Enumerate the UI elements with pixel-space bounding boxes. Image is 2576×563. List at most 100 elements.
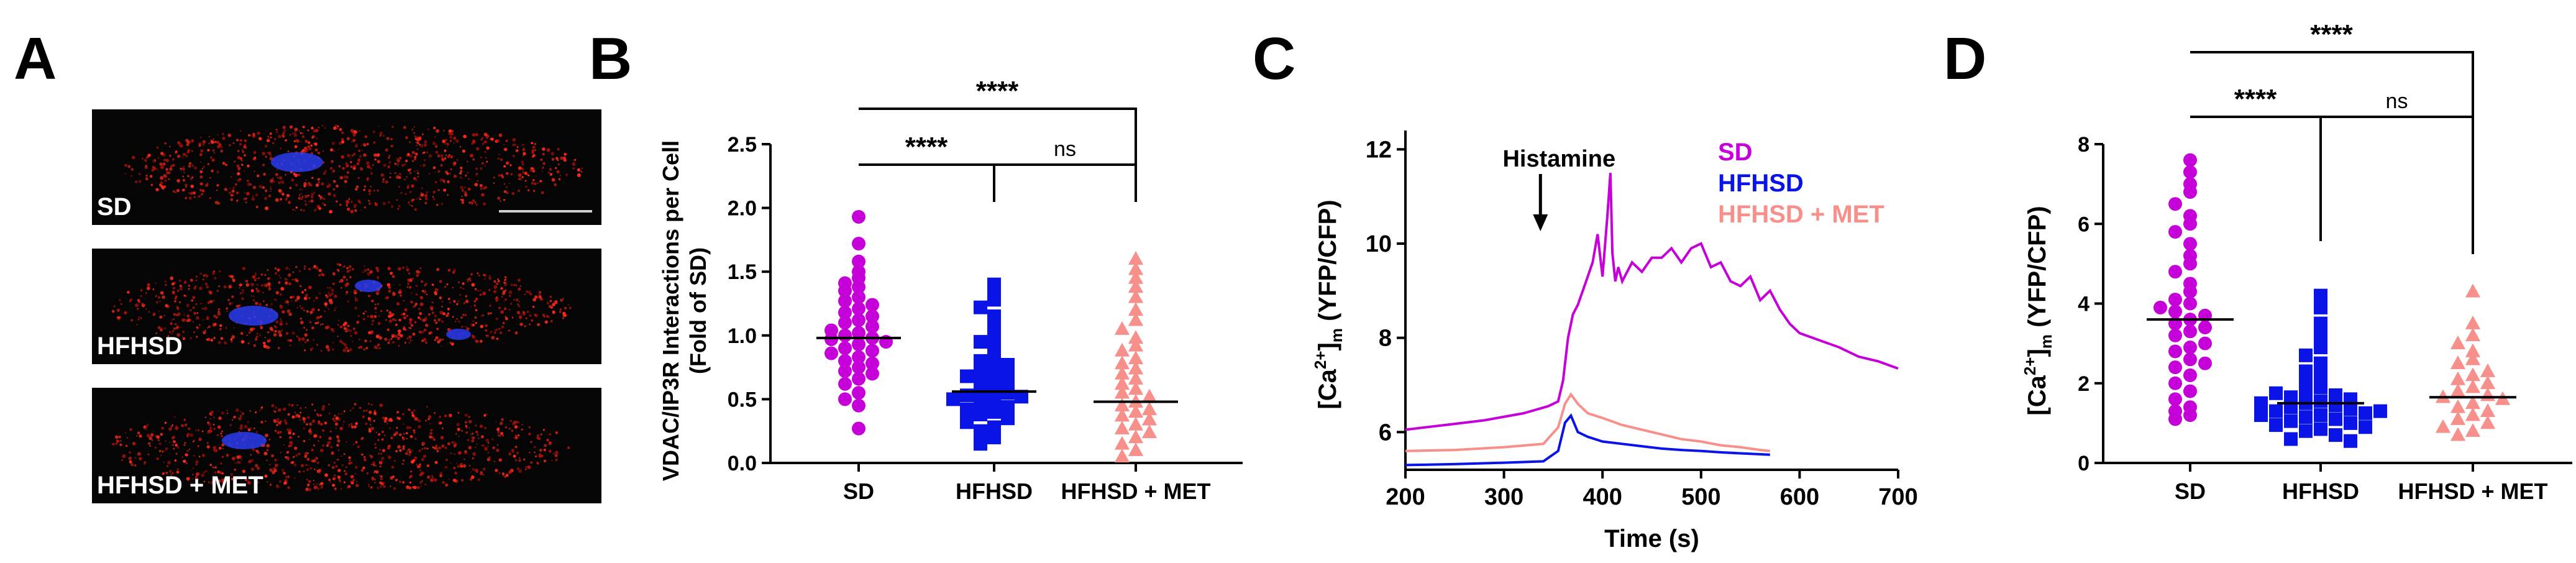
- red-puncta: [356, 321, 360, 324]
- red-puncta: [139, 434, 142, 438]
- red-puncta: [431, 301, 432, 303]
- micrograph-hfhsd-image: [111, 263, 572, 352]
- red-puncta: [319, 436, 322, 439]
- red-puncta: [461, 429, 464, 432]
- red-puncta: [336, 263, 339, 266]
- red-puncta: [485, 157, 487, 159]
- red-puncta: [368, 189, 372, 193]
- red-puncta: [277, 330, 281, 334]
- red-puncta: [513, 299, 515, 301]
- red-puncta: [206, 339, 208, 341]
- red-puncta: [336, 200, 338, 203]
- red-puncta: [317, 440, 319, 442]
- red-puncta: [371, 477, 375, 480]
- red-puncta: [244, 478, 248, 482]
- red-puncta: [403, 423, 404, 425]
- red-puncta: [530, 461, 533, 464]
- red-puncta: [300, 306, 304, 310]
- red-puncta: [342, 424, 344, 426]
- red-puncta: [498, 280, 500, 283]
- red-puncta: [210, 480, 214, 485]
- red-puncta: [390, 476, 394, 480]
- red-puncta: [490, 331, 493, 334]
- red-puncta: [371, 299, 374, 303]
- red-puncta: [414, 170, 416, 173]
- red-puncta: [288, 273, 291, 277]
- red-puncta: [304, 349, 306, 352]
- red-puncta: [193, 286, 197, 290]
- red-puncta: [220, 145, 223, 149]
- red-puncta: [208, 142, 210, 144]
- red-puncta: [221, 435, 223, 437]
- red-puncta: [350, 334, 352, 337]
- red-puncta: [307, 452, 309, 454]
- red-puncta: [463, 134, 467, 139]
- red-puncta: [452, 478, 457, 482]
- red-puncta: [370, 330, 374, 334]
- red-puncta: [255, 464, 258, 467]
- red-puncta: [431, 436, 435, 439]
- red-puncta: [368, 417, 370, 419]
- red-puncta: [482, 314, 484, 316]
- red-puncta: [263, 341, 266, 345]
- red-puncta: [412, 332, 416, 336]
- red-puncta: [195, 275, 198, 278]
- red-puncta: [149, 175, 153, 178]
- red-puncta: [411, 199, 414, 203]
- red-puncta: [472, 158, 475, 161]
- red-puncta: [285, 139, 287, 142]
- red-puncta: [532, 170, 536, 173]
- red-puncta: [388, 319, 393, 323]
- red-puncta: [305, 487, 309, 492]
- red-puncta: [493, 285, 498, 289]
- red-puncta: [405, 160, 408, 162]
- red-puncta: [518, 469, 523, 474]
- red-puncta: [514, 446, 518, 449]
- red-puncta: [345, 292, 348, 295]
- red-puncta: [177, 312, 181, 316]
- histamine-annotation: Histamine: [1502, 146, 1615, 172]
- red-puncta: [208, 290, 212, 294]
- red-puncta: [346, 137, 350, 140]
- red-puncta: [318, 207, 322, 210]
- red-puncta: [177, 308, 179, 310]
- red-puncta: [444, 181, 445, 183]
- red-puncta: [552, 452, 555, 455]
- data-point: [1001, 367, 1015, 381]
- red-puncta: [447, 268, 451, 272]
- red-puncta: [425, 341, 427, 344]
- red-puncta: [363, 153, 367, 157]
- red-puncta: [308, 195, 310, 197]
- red-puncta: [512, 138, 516, 142]
- red-puncta: [147, 434, 150, 437]
- red-puncta: [337, 439, 340, 443]
- red-puncta: [439, 178, 444, 182]
- red-puncta: [386, 328, 390, 331]
- red-puncta: [170, 332, 173, 335]
- red-puncta: [399, 283, 401, 286]
- red-puncta: [296, 404, 298, 406]
- red-puncta: [139, 457, 142, 460]
- red-puncta: [350, 161, 352, 163]
- red-puncta: [532, 179, 535, 181]
- red-puncta: [303, 309, 305, 311]
- red-puncta: [419, 302, 424, 306]
- red-puncta: [268, 287, 272, 291]
- red-puncta: [190, 309, 192, 311]
- red-puncta: [217, 434, 219, 436]
- red-puncta: [453, 142, 455, 144]
- red-puncta: [517, 278, 521, 282]
- red-puncta: [292, 433, 295, 436]
- data-point: [2465, 379, 2481, 393]
- red-puncta: [262, 152, 266, 155]
- red-puncta: [348, 462, 351, 465]
- red-puncta: [495, 298, 499, 301]
- red-puncta: [137, 299, 140, 302]
- data-point: [838, 392, 852, 406]
- red-puncta: [150, 433, 154, 437]
- red-puncta: [285, 281, 288, 285]
- red-puncta: [157, 296, 160, 299]
- red-puncta: [495, 318, 498, 321]
- red-puncta: [444, 149, 447, 152]
- red-puncta: [289, 441, 293, 445]
